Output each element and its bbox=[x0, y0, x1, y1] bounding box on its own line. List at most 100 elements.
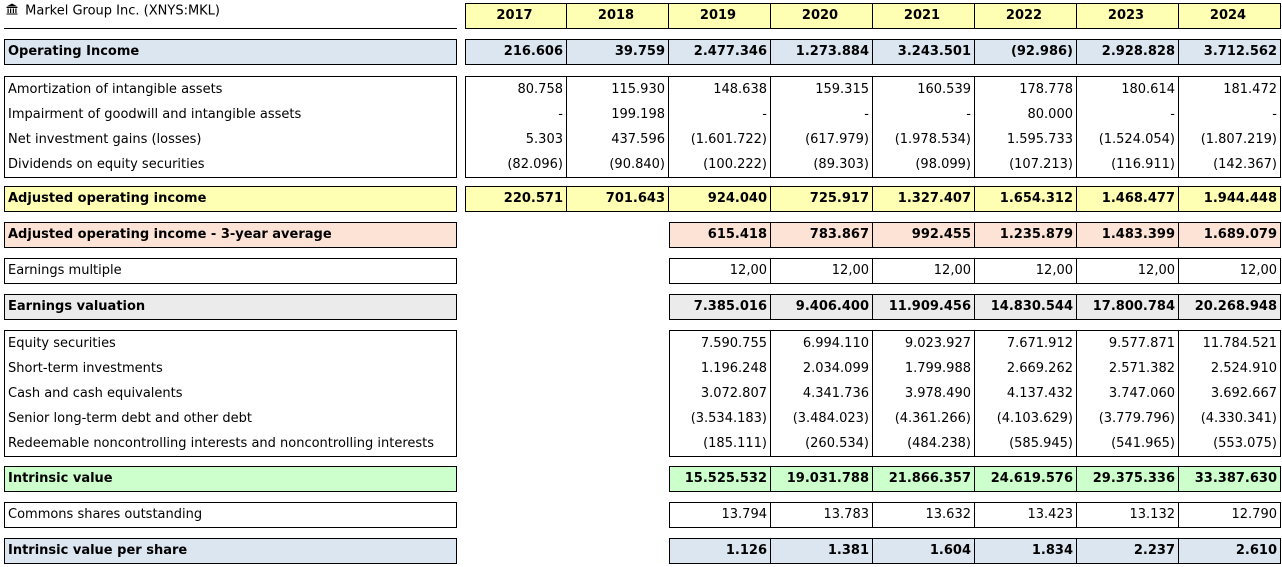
cell-three-year-average-2019: 615.418 bbox=[669, 222, 771, 248]
year-header-2021: 2021 bbox=[872, 3, 975, 29]
cell-earnings-multiple-2024: 12,00 bbox=[1178, 258, 1281, 284]
cell-impairment-2021: - bbox=[966, 107, 971, 122]
cell-impairment-2022: 80.000 bbox=[1027, 107, 1074, 122]
cell-three-year-average-2024: 1.689.079 bbox=[1178, 222, 1281, 248]
cell-operating-income-2021: 3.243.501 bbox=[872, 39, 975, 65]
cell-three-year-average-2020: 783.867 bbox=[770, 222, 873, 248]
cell-intrinsic-value-2022: 24.619.576 bbox=[974, 466, 1077, 492]
company-title: Markel Group Inc. (XNYS:MKL) bbox=[25, 3, 221, 19]
cell-senior-debt-2019: (3.534.183) bbox=[690, 411, 767, 426]
cell-impairment-2018: 199.198 bbox=[611, 107, 665, 122]
year-header-2022: 2022 bbox=[974, 3, 1077, 29]
cell-adjusted-operating-income-2018: 701.643 bbox=[566, 186, 669, 212]
cell-senior-debt-2021: (4.361.266) bbox=[894, 411, 971, 426]
row-label-earnings-valuation: Earnings valuation bbox=[4, 294, 457, 320]
cell-cash-2024: 3.692.667 bbox=[1210, 386, 1277, 401]
cell-redeemable-2022: (585.945) bbox=[1009, 436, 1073, 451]
group-value-box bbox=[1178, 76, 1281, 178]
cell-equity-securities-2021: 9.023.927 bbox=[904, 336, 971, 351]
cell-earnings-multiple-2022: 12,00 bbox=[974, 258, 1077, 284]
cell-cash-2022: 4.137.432 bbox=[1006, 386, 1073, 401]
cell-net-investment-2017: 5.303 bbox=[525, 132, 563, 147]
cell-short-term-2020: 2.034.099 bbox=[802, 361, 869, 376]
cell-adjusted-operating-income-2023: 1.468.477 bbox=[1076, 186, 1179, 212]
row-label-dividends: Dividends on equity securities bbox=[8, 157, 205, 172]
group-value-box bbox=[1178, 330, 1281, 457]
cell-senior-debt-2023: (3.779.796) bbox=[1098, 411, 1175, 426]
cell-amortization-2019: 148.638 bbox=[713, 82, 767, 97]
cell-dividends-2022: (107.213) bbox=[1009, 157, 1073, 172]
cell-operating-income-2022: (92.986) bbox=[974, 39, 1077, 65]
bank-icon bbox=[6, 3, 18, 19]
cell-operating-income-2024: 3.712.562 bbox=[1178, 39, 1281, 65]
group-label-box bbox=[4, 76, 457, 178]
cell-earnings-valuation-2020: 9.406.400 bbox=[770, 294, 873, 320]
cell-earnings-multiple-2020: 12,00 bbox=[770, 258, 873, 284]
cell-adjusted-operating-income-2020: 725.917 bbox=[770, 186, 873, 212]
cell-impairment-2019: - bbox=[762, 107, 767, 122]
cell-net-investment-2022: 1.595.733 bbox=[1006, 132, 1073, 147]
cell-intrinsic-value-2019: 15.525.532 bbox=[669, 466, 771, 492]
cell-amortization-2020: 159.315 bbox=[815, 82, 869, 97]
cell-equity-securities-2024: 11.784.521 bbox=[1202, 336, 1277, 351]
cell-short-term-2022: 2.669.262 bbox=[1006, 361, 1073, 376]
cell-adjusted-operating-income-2019: 924.040 bbox=[668, 186, 771, 212]
row-label-shares-outstanding: Commons shares outstanding bbox=[4, 502, 457, 528]
cell-intrinsic-value-per-share-2024: 2.610 bbox=[1178, 538, 1281, 564]
cell-adjusted-operating-income-2021: 1.327.407 bbox=[872, 186, 975, 212]
year-header-2017: 2017 bbox=[465, 3, 567, 29]
cell-three-year-average-2023: 1.483.399 bbox=[1076, 222, 1179, 248]
cell-amortization-2018: 115.930 bbox=[611, 82, 665, 97]
year-header-2019: 2019 bbox=[668, 3, 771, 29]
cell-operating-income-2023: 2.928.828 bbox=[1076, 39, 1179, 65]
group-label-box bbox=[4, 330, 457, 457]
cell-amortization-2024: 181.472 bbox=[1223, 82, 1277, 97]
cell-intrinsic-value-2023: 29.375.336 bbox=[1076, 466, 1179, 492]
cell-dividends-2019: (100.222) bbox=[703, 157, 767, 172]
cell-net-investment-2018: 437.596 bbox=[611, 132, 665, 147]
row-label-intrinsic-value-per-share: Intrinsic value per share bbox=[4, 538, 457, 564]
cell-impairment-2023: - bbox=[1170, 107, 1175, 122]
year-header-2020: 2020 bbox=[770, 3, 873, 29]
window-title: Markel Group Inc. (XNYS:MKL) bbox=[0, 3, 457, 28]
cell-senior-debt-2022: (4.103.629) bbox=[996, 411, 1073, 426]
cell-equity-securities-2019: 7.590.755 bbox=[700, 336, 767, 351]
header-divider bbox=[4, 28, 457, 29]
cell-intrinsic-value-per-share-2023: 2.237 bbox=[1076, 538, 1179, 564]
cell-redeemable-2024: (553.075) bbox=[1213, 436, 1277, 451]
row-label-cash: Cash and cash equivalents bbox=[8, 386, 183, 401]
cell-shares-outstanding-2020: 13.783 bbox=[770, 502, 873, 528]
cell-net-investment-2021: (1.978.534) bbox=[894, 132, 971, 147]
cell-adjusted-operating-income-2017: 220.571 bbox=[465, 186, 567, 212]
cell-net-investment-2023: (1.524.054) bbox=[1098, 132, 1175, 147]
cell-equity-securities-2020: 6.994.110 bbox=[802, 336, 869, 351]
cell-net-investment-2020: (617.979) bbox=[805, 132, 869, 147]
cell-redeemable-2021: (484.238) bbox=[907, 436, 971, 451]
cell-cash-2023: 3.747.060 bbox=[1108, 386, 1175, 401]
cell-shares-outstanding-2024: 12.790 bbox=[1178, 502, 1281, 528]
cell-amortization-2023: 180.614 bbox=[1121, 82, 1175, 97]
cell-operating-income-2019: 2.477.346 bbox=[668, 39, 771, 65]
row-label-adjusted-operating-income: Adjusted operating income bbox=[4, 186, 457, 212]
cell-intrinsic-value-per-share-2020: 1.381 bbox=[770, 538, 873, 564]
cell-earnings-valuation-2024: 20.268.948 bbox=[1178, 294, 1281, 320]
cell-operating-income-2017: 216.606 bbox=[465, 39, 567, 65]
row-label-equity-securities: Equity securities bbox=[8, 336, 116, 351]
cell-impairment-2017: - bbox=[558, 107, 563, 122]
row-label-senior-debt: Senior long-term debt and other debt bbox=[8, 411, 252, 426]
cell-dividends-2018: (90.840) bbox=[609, 157, 665, 172]
cell-intrinsic-value-2020: 19.031.788 bbox=[770, 466, 873, 492]
cell-dividends-2021: (98.099) bbox=[915, 157, 971, 172]
cell-amortization-2022: 178.778 bbox=[1019, 82, 1073, 97]
cell-redeemable-2023: (541.965) bbox=[1111, 436, 1175, 451]
cell-redeemable-2019: (185.111) bbox=[703, 436, 767, 451]
cell-net-investment-2019: (1.601.722) bbox=[690, 132, 767, 147]
cell-earnings-multiple-2019: 12,00 bbox=[669, 258, 771, 284]
cell-operating-income-2020: 1.273.884 bbox=[770, 39, 873, 65]
cell-earnings-multiple-2021: 12,00 bbox=[872, 258, 975, 284]
cell-cash-2019: 3.072.807 bbox=[700, 386, 767, 401]
cell-earnings-valuation-2019: 7.385.016 bbox=[669, 294, 771, 320]
cell-amortization-2017: 80.758 bbox=[517, 82, 564, 97]
cell-earnings-multiple-2023: 12,00 bbox=[1076, 258, 1179, 284]
cell-dividends-2017: (82.096) bbox=[507, 157, 563, 172]
